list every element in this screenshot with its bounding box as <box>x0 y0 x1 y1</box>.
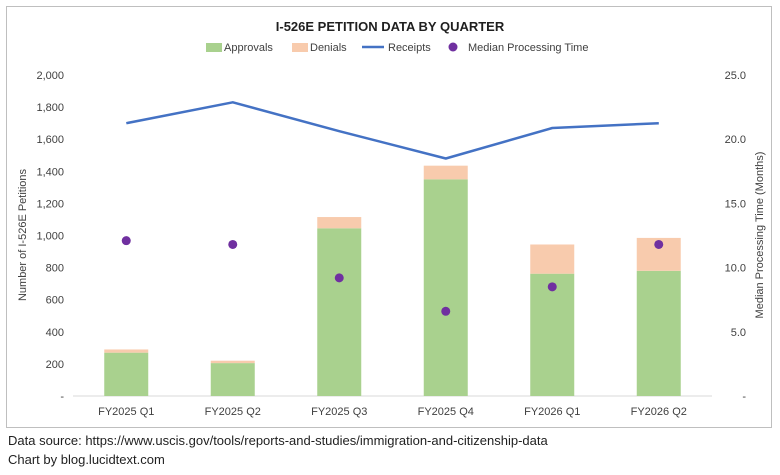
point-median-processing-time <box>441 306 451 316</box>
y-tick-label: 800 <box>46 263 64 275</box>
x-tick-label: FY2025 Q1 <box>98 406 154 418</box>
legend-swatch <box>448 42 458 52</box>
bar-denials <box>317 217 362 229</box>
legend-swatch <box>292 43 308 52</box>
chart-title: I-526E PETITION DATA BY QUARTER <box>276 19 505 34</box>
x-tick-label: FY2025 Q3 <box>311 406 367 418</box>
axes: - 200 400 600 800 1,000 1,200 1,400 1,600 1,800 2,… <box>36 70 746 418</box>
legend-item: Approvals <box>206 42 273 54</box>
legend: Approvals Denials Receipts Median Processin… <box>206 42 588 54</box>
y2-tick-label: 20.0 <box>725 134 746 146</box>
point-median-processing-time <box>228 239 238 249</box>
legend-label: Median Processing Time <box>468 42 588 54</box>
y-tick-label: 1,800 <box>36 102 64 114</box>
y2-tick-label: - <box>742 391 746 403</box>
bar-approvals <box>210 363 255 396</box>
y-tick-label: 1,400 <box>36 166 64 178</box>
y2-tick-label: 25.0 <box>725 70 746 82</box>
legend-item: Denials <box>292 42 347 54</box>
y-tick-label: 1,200 <box>36 198 64 210</box>
y-tick-label: 400 <box>46 327 64 339</box>
bar-approvals <box>317 228 362 396</box>
receipts-line-group <box>126 101 659 160</box>
bar-approvals <box>423 179 468 396</box>
x-tick-label: FY2025 Q4 <box>418 406 474 418</box>
chart-credit-text: Chart by blog.lucidtext.com <box>8 452 165 467</box>
x-tick-label: FY2025 Q2 <box>205 406 261 418</box>
legend-item: Median Processing Time <box>448 42 588 54</box>
point-median-processing-time <box>121 236 131 246</box>
bar-denials <box>530 244 575 274</box>
bar-approvals <box>530 273 575 396</box>
y-tick-label: 1,000 <box>36 231 64 243</box>
y-tick-label: - <box>60 391 64 403</box>
bar-denials <box>423 165 468 180</box>
bar-approvals <box>104 352 149 396</box>
bar-approvals <box>636 270 681 396</box>
x-tick-label: FY2026 Q2 <box>631 406 687 418</box>
legend-label: Receipts <box>388 42 431 54</box>
y-tick-label: 2,000 <box>36 70 64 82</box>
bar-denials <box>210 360 255 364</box>
legend-label: Denials <box>310 42 347 54</box>
line-receipts <box>126 101 659 160</box>
y2-tick-label: 5.0 <box>731 327 746 339</box>
point-median-processing-time <box>654 239 664 249</box>
y2-axis-label: Median Processing Time (Months) <box>754 152 766 319</box>
y-tick-label: 200 <box>46 359 64 371</box>
legend-swatch <box>206 43 222 52</box>
processing-time-points <box>121 236 664 316</box>
data-source-text: Data source: https://www.uscis.gov/tools… <box>8 433 548 448</box>
y2-tick-label: 10.0 <box>725 263 746 275</box>
y-tick-label: 600 <box>46 295 64 307</box>
x-tick-label: FY2026 Q1 <box>524 406 580 418</box>
bars <box>104 165 681 396</box>
bar-denials <box>104 349 149 353</box>
point-median-processing-time <box>547 282 557 292</box>
y-axis-label: Number of I-526E Petitions <box>17 168 29 301</box>
y-tick-label: 1,600 <box>36 134 64 146</box>
y2-tick-label: 15.0 <box>725 198 746 210</box>
legend-item: Receipts <box>362 42 431 54</box>
point-median-processing-time <box>334 273 344 283</box>
legend-label: Approvals <box>224 42 273 54</box>
